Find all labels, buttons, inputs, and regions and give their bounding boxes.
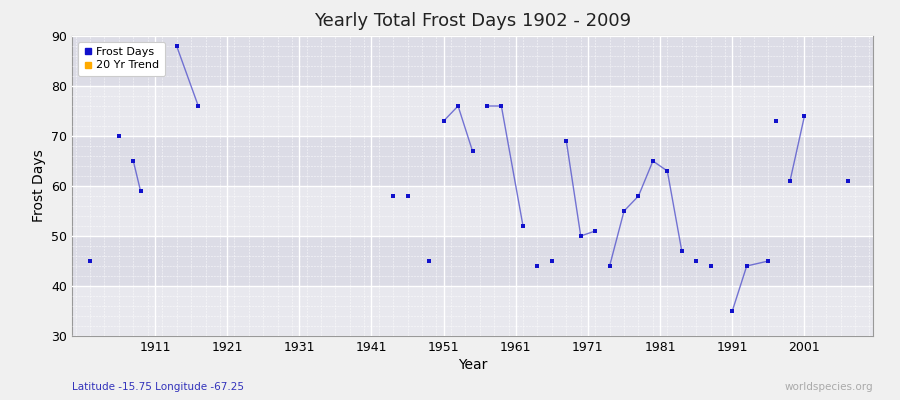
X-axis label: Year: Year [458, 358, 487, 372]
Legend: Frost Days, 20 Yr Trend: Frost Days, 20 Yr Trend [77, 42, 165, 76]
Text: Latitude -15.75 Longitude -67.25: Latitude -15.75 Longitude -67.25 [72, 382, 244, 392]
Bar [72, 236, 873, 286]
Text: worldspecies.org: worldspecies.org [785, 382, 873, 392]
Y-axis label: Frost Days: Frost Days [32, 150, 46, 222]
Title: Yearly Total Frost Days 1902 - 2009: Yearly Total Frost Days 1902 - 2009 [314, 12, 631, 30]
Bar [72, 136, 873, 186]
Bar [72, 186, 873, 236]
Bar [72, 86, 873, 136]
Bar [72, 36, 873, 86]
Bar [72, 286, 873, 336]
